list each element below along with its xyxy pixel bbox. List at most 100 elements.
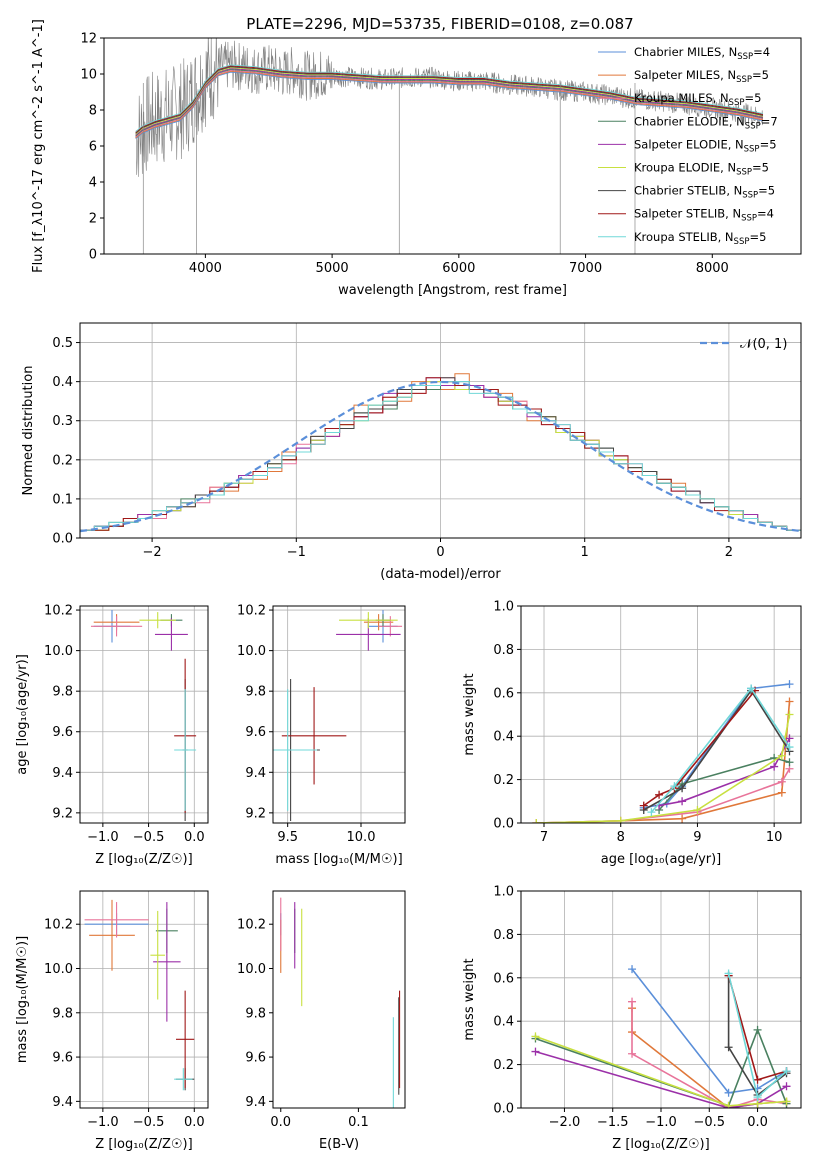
marker-salpeter_miles (785, 697, 794, 706)
marker-chabrier_miles (724, 1088, 733, 1097)
y-tick-label: 0.6 (493, 971, 514, 986)
legend-entry-kroupa_stelib: Kroupa STELIB, NSSP=5 (634, 230, 766, 247)
y-tick-label: 6 (89, 140, 97, 155)
plot-area (273, 610, 403, 821)
x-tick-label: 4000 (189, 261, 222, 276)
legend-entry-kroupa_miles: Kroupa MILES, NSSP=5 (634, 91, 761, 108)
legend-entry-salpeter_stelib: Salpeter STELIB, NSSP=4 (634, 207, 774, 224)
axes-frame (79, 322, 802, 539)
marker-salpeter_elodie (785, 734, 794, 743)
x-tick-label: 7 (540, 830, 548, 845)
x-tick-label: 1 (581, 545, 589, 560)
x-axis-label: wavelength [Angstrom, rest frame] (338, 283, 567, 298)
x-tick-label: −2.0 (549, 1115, 581, 1130)
panel-mass_age: 9.5 10.0 9.2 9.4 9.6 9.8 10.0 10.2 mass [log₁₀(M… (237, 604, 406, 867)
x-tick-label: −1.0 (87, 1115, 119, 1130)
plot-area (532, 680, 794, 823)
x-tick-label: −2 (143, 545, 162, 560)
x-tick-label: 9 (693, 830, 701, 845)
x-tick-label: −1.0 (645, 1115, 677, 1130)
marker-kroupa_stelib (782, 1067, 791, 1076)
marker-chabrier_miles (628, 965, 637, 974)
marker-kroupa_elodie (693, 805, 702, 814)
marker-kroupa_miles (628, 997, 637, 1006)
plot-area (531, 965, 791, 1108)
marker-salpeter_elodie (770, 762, 779, 771)
legend-entry-chabrier_elodie: Chabrier ELODIE, NSSP=7 (634, 114, 778, 131)
marker-chabrier_miles (785, 680, 794, 689)
y-tick-label: 9.6 (52, 725, 73, 740)
y-tick-label: 0.3 (52, 414, 73, 429)
x-axis-label: mass [log₁₀(M/M☉)] (275, 852, 402, 867)
y-axis-label: mass [log₁₀(M/M☉)] (15, 936, 30, 1063)
y-axis-label: Flux [f_λ10^-17 erg cm^-2 s^-1 A^-1] (31, 19, 46, 273)
y-tick-label: 9.8 (52, 1006, 73, 1021)
weight-line-salpeter_stelib (643, 690, 756, 807)
x-tick-label: 10.0 (347, 830, 376, 845)
plot-area (80, 373, 801, 538)
x-tick-label: 0 (436, 545, 444, 560)
x-tick-label: −0.5 (693, 1115, 725, 1130)
axes-frame (520, 890, 802, 1109)
y-tick-label: 0 (89, 248, 97, 263)
y-tick-label: 9.4 (52, 766, 73, 781)
x-tick-label: 0.0 (270, 1115, 291, 1130)
x-tick-label: 10 (766, 830, 783, 845)
marker-kroupa_elodie (782, 1097, 791, 1106)
x-tick-label: −1 (287, 545, 306, 560)
panel-z_mass: −1.0 −0.5 0.0 9.4 9.6 9.8 10.0 10.2 Z [log₁₀(Z/Z… (15, 890, 209, 1152)
y-tick-label: 9.8 (52, 685, 73, 700)
x-axis-label: Z [log₁₀(Z/Z☉)] (612, 1137, 709, 1152)
y-tick-label: 9.6 (245, 725, 266, 740)
y-tick-label: 9.6 (245, 1051, 266, 1066)
y-tick-label: 10.0 (44, 644, 73, 659)
weight-line-kroupa_miles (631, 1001, 787, 1108)
marker-salpeter_miles (678, 814, 687, 823)
weight-line-chabrier_elodie (535, 1027, 788, 1107)
model-spectrum-salpeter_elodie (135, 68, 764, 136)
plot-area (135, 38, 764, 254)
model-spectrum-kroupa_miles (135, 69, 764, 138)
y-tick-label: 10 (80, 68, 97, 83)
y-tick-label: 10.2 (237, 604, 266, 619)
marker-kroupa_elodie (531, 1032, 540, 1041)
legend-entry-chabrier_stelib: Chabrier STELIB, NSSP=5 (634, 184, 775, 201)
y-axis-label: Normed distribution (21, 366, 36, 496)
x-axis-label: age [log₁₀(age/yr)] (601, 852, 722, 867)
marker-kroupa_stelib (724, 969, 733, 978)
y-tick-label: 10.2 (44, 918, 73, 933)
weight-line-chabrier_miles (631, 968, 787, 1094)
y-tick-label: 1.0 (493, 885, 514, 900)
y-tick-label: 0.4 (493, 1015, 514, 1030)
panel-spectrum: 4000 5000 6000 7000 8000 0 2 4 6 8 10 12 wavelength … (31, 19, 802, 298)
x-tick-label: 8 (617, 830, 625, 845)
marker-kroupa_stelib (670, 782, 679, 791)
weight-line-chabrier_miles (643, 683, 790, 809)
weight-line-salpeter_elodie (535, 1050, 787, 1108)
x-axis-label: Z [log₁₀(Z/Z☉)] (95, 1137, 192, 1152)
weight-line-kroupa_elodie (535, 1035, 787, 1107)
axes-frame (79, 605, 209, 824)
legend-entry-salpeter_miles: Salpeter MILES, NSSP=5 (634, 68, 769, 85)
axes-frame (79, 890, 209, 1109)
x-tick-label: 0.0 (184, 830, 205, 845)
marker-kroupa_miles (777, 777, 786, 786)
x-tick-label: −1.5 (597, 1115, 629, 1130)
weight-line-chabrier_elodie (658, 757, 790, 811)
model-spectrum-chabrier_stelib (135, 66, 764, 134)
x-tick-label: 2 (725, 545, 733, 560)
x-tick-label: 7000 (569, 261, 602, 276)
marker-kroupa_stelib (647, 808, 656, 817)
axes-frame (272, 890, 406, 1109)
weight-line-kroupa_stelib (650, 687, 791, 813)
plot-area (90, 610, 197, 821)
y-tick-label: 0.4 (52, 375, 73, 390)
x-axis-label: Z [log₁₀(Z/Z☉)] (95, 852, 192, 867)
y-tick-label: 0.2 (493, 1058, 514, 1073)
y-tick-label: 10.2 (237, 918, 266, 933)
legend-entry-chabrier_miles: Chabrier MILES, NSSP=4 (634, 45, 770, 62)
panel-z_weight: −2.0 −1.5 −1.0 −0.5 0.0 0.0 0.2 0.4 0.6 0.8 1.0 Z [… (462, 885, 802, 1152)
figure-title: PLATE=2296, MJD=53735, FIBERID=0108, z=0… (246, 15, 633, 33)
y-tick-label: 0.4 (493, 730, 514, 745)
model-spectrum-chabrier_elodie (135, 69, 764, 137)
